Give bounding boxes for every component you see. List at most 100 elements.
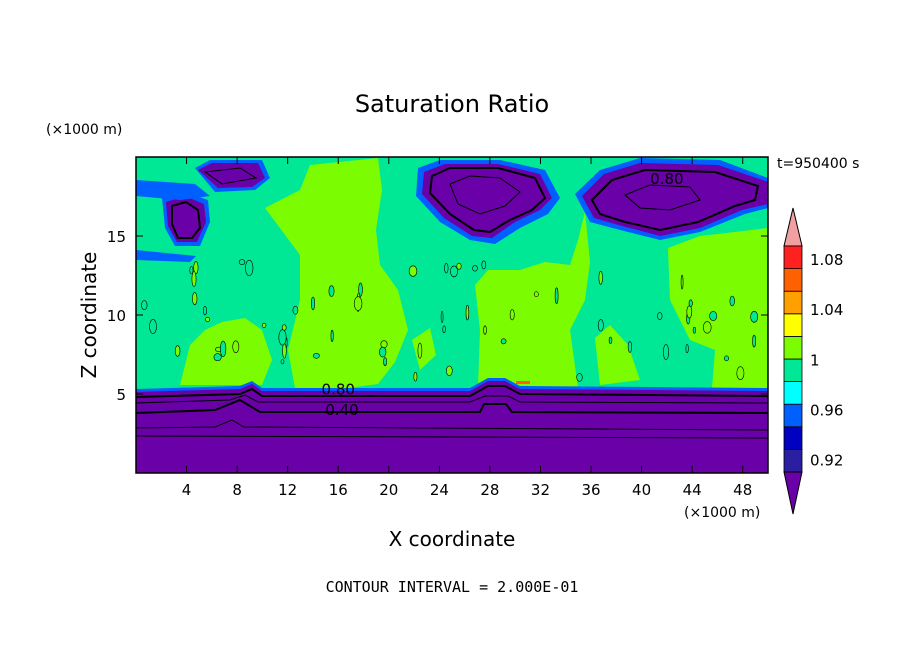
x-tick-label: 16 xyxy=(329,481,348,499)
noise-cell xyxy=(686,305,693,319)
noise-cell xyxy=(189,266,194,275)
noise-cell xyxy=(278,329,287,346)
x-tick-label: 48 xyxy=(733,481,752,499)
colorbar-swatch xyxy=(783,448,803,473)
noise-cell xyxy=(692,326,697,334)
noise-cell xyxy=(413,371,418,382)
colorbar-label: 0.96 xyxy=(810,401,843,419)
contour-label: 0.80 xyxy=(322,380,355,398)
noise-cell xyxy=(292,305,299,315)
colorbar-label: 0.92 xyxy=(810,452,843,470)
noise-cell xyxy=(723,355,729,362)
y-axis-ticks: 5 10 15 xyxy=(107,228,768,404)
colorbar: 0.92 0.96 1 1.04 1.08 xyxy=(783,207,843,515)
noise-cell xyxy=(456,262,462,270)
contour-line xyxy=(136,419,768,431)
noise-cell xyxy=(483,325,487,335)
noise-cell xyxy=(191,271,197,287)
x-tick-label: 32 xyxy=(531,481,550,499)
noise-cell xyxy=(608,336,613,344)
noise-cell xyxy=(500,338,507,345)
chart-title: Saturation Ratio xyxy=(355,90,549,118)
colorbar-swatch xyxy=(783,313,803,337)
noise-cell xyxy=(509,309,515,321)
dry-region-fringe xyxy=(136,180,210,200)
noise-cell xyxy=(729,295,735,307)
contour-line xyxy=(590,168,760,232)
noise-cell xyxy=(554,287,559,304)
noise-cell xyxy=(662,344,669,360)
noise-cell xyxy=(450,265,458,278)
noise-cell xyxy=(736,366,745,381)
noise-cells xyxy=(141,259,759,382)
colorbar-swatch xyxy=(783,403,803,428)
noise-cell xyxy=(440,310,444,323)
noise-cell xyxy=(408,265,418,277)
colorbar-swatch xyxy=(783,426,803,450)
x-tick-label: 12 xyxy=(278,481,297,499)
x-tick-label: 4 xyxy=(182,481,192,499)
y-tick-label: 15 xyxy=(107,228,126,246)
noise-cell xyxy=(685,344,689,354)
noise-cell xyxy=(328,285,335,297)
dry-region xyxy=(582,163,768,236)
noise-cell xyxy=(481,260,487,270)
contour-labels: 0.80 0.40 0.80 xyxy=(322,170,684,419)
noise-cell xyxy=(383,357,387,366)
lower-contours xyxy=(136,385,768,439)
noise-cell xyxy=(310,296,315,311)
contour-line xyxy=(136,398,768,414)
noise-cell xyxy=(232,340,240,354)
noise-cell xyxy=(472,265,478,272)
x-tick-label: 20 xyxy=(379,481,398,499)
contour-line xyxy=(449,175,521,215)
dry-region xyxy=(198,163,265,188)
contour-line xyxy=(624,184,701,211)
noise-cell xyxy=(380,340,388,349)
noise-cell xyxy=(353,296,363,311)
noise-cell xyxy=(141,300,148,311)
noise-cell xyxy=(445,365,453,376)
contour-line xyxy=(203,167,258,185)
noise-cell xyxy=(444,263,449,274)
colorbar-swatch xyxy=(783,335,803,360)
noise-cell xyxy=(358,282,363,297)
noise-cell xyxy=(680,274,684,290)
x-axis-ticks: 4 8 12 16 20 24 28 32 36 40 44 48 xyxy=(182,157,752,499)
y-tick-label: 10 xyxy=(107,307,126,325)
noise-cell xyxy=(465,304,470,321)
upper-contours xyxy=(171,167,760,239)
noise-cell xyxy=(205,316,211,322)
colorbar-swatch xyxy=(783,358,803,383)
noise-cell xyxy=(282,343,287,359)
colorbar-lower-arrow xyxy=(783,471,803,515)
noise-cell xyxy=(709,311,718,321)
contour-line xyxy=(428,167,547,234)
contour-line xyxy=(171,200,202,239)
noise-cell xyxy=(379,346,387,358)
noise-cell xyxy=(688,299,693,308)
supersaturated-plume xyxy=(265,158,408,388)
lower-subsaturated-band xyxy=(136,381,768,473)
noise-cell xyxy=(752,334,756,348)
colorbar-label: 1.04 xyxy=(810,301,843,319)
contour-interval-label: CONTOUR INTERVAL = 2.000E-01 xyxy=(326,578,579,596)
contour-label: 0.40 xyxy=(325,401,358,419)
plot-area xyxy=(136,157,768,473)
noise-cell xyxy=(280,359,285,365)
x-tick-label: 8 xyxy=(232,481,242,499)
y-axis-label: Z coordinate xyxy=(77,252,101,379)
x-tick-label: 28 xyxy=(480,481,499,499)
noise-cell xyxy=(597,319,604,332)
colorbar-label: 1 xyxy=(810,351,820,369)
colorbar-swatch xyxy=(783,381,803,405)
contour-line xyxy=(136,435,768,439)
noise-cell xyxy=(213,353,222,362)
noise-cell xyxy=(220,340,227,358)
y-unit-label: (×1000 m) xyxy=(46,122,122,138)
dry-region-fringe xyxy=(136,250,196,262)
contour-line xyxy=(136,394,768,404)
colorbar-upper-arrow xyxy=(783,207,803,247)
colorbar-swatch xyxy=(783,290,803,315)
noise-cell xyxy=(702,321,712,334)
